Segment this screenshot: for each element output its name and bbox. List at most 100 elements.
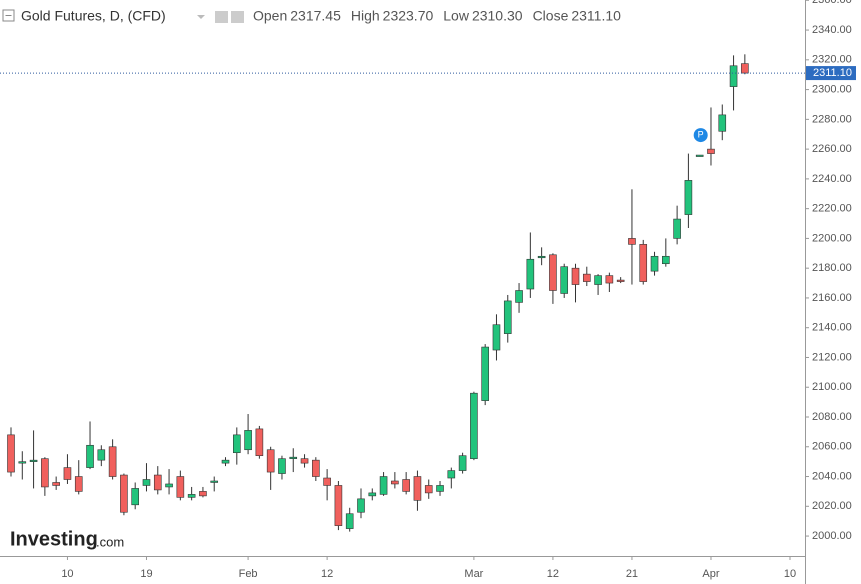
candle-body [492,324,501,351]
candle-body [368,492,377,497]
candle-body [255,428,264,456]
watermark-suffix: .com [96,534,124,549]
x-tick-label: 10 [784,568,796,580]
y-tick-label: 2360.00 [812,0,852,6]
ohlc-value: 2317.45 [290,8,341,24]
x-tick-label: 19 [140,568,152,580]
y-tick-label: 2320.00 [812,54,852,66]
candle-body [165,483,173,488]
dropdown-icon[interactable] [197,15,205,19]
candle-body [233,434,241,454]
ohlc-value: 2310.30 [472,8,523,24]
candle-body [741,63,749,74]
candle-body [345,513,354,529]
candle-body [221,459,230,464]
candle-body [29,459,38,462]
candle-body [549,254,557,291]
candle-body [582,273,591,282]
candle-body [447,470,456,479]
candle-body [108,446,117,477]
candle-body [97,449,106,461]
ohlc-value: 2323.70 [383,8,434,24]
y-tick-label: 2160.00 [812,292,852,304]
candle-body [605,275,614,284]
ohlc-label: High [351,8,380,24]
x-tick-label: 12 [321,568,333,580]
event-marker [693,128,708,143]
y-tick-label: 2140.00 [812,322,852,334]
candle-body [52,482,60,486]
candle-body [684,180,693,215]
watermark: Investing [10,528,98,550]
candle-body [616,279,625,282]
ohlc-header: Open 2317.45 High 2323.70 Low 2310.30 Close 231… [253,8,621,24]
candle-body [639,244,648,282]
y-tick-label: 2180.00 [812,262,852,274]
ohlc-value: 2311.10 [571,8,621,24]
candle-body [413,476,422,501]
candle-body [503,300,512,334]
candle-body [187,494,196,498]
candle-body [323,477,331,486]
candle-body [86,444,94,468]
candle-body [312,459,320,477]
candle-body [424,485,433,494]
candle-body [120,474,128,513]
x-tick-label: 10 [61,568,73,580]
candle-body [458,455,467,471]
candle-body [729,65,738,87]
candle-body [673,218,681,239]
candle-body [402,479,410,492]
candle-body [391,480,399,485]
chart-title: Gold Futures, D, (CFD) [21,8,166,24]
y-tick-label: 2340.00 [812,24,852,36]
plot [7,54,749,532]
last-price-label: 2311.10 [813,67,852,79]
y-tick-label: 2120.00 [812,351,852,363]
settings-icon[interactable] [215,11,228,23]
candle-body [594,275,602,285]
candle-body [707,148,715,154]
candle-body [142,479,151,486]
x-tick-label: Mar [464,568,483,580]
candle-body [695,154,704,157]
x-tick-label: 21 [626,568,638,580]
candle-body [526,258,535,290]
candle-body [18,461,27,464]
y-tick-label: 2060.00 [812,441,852,453]
collapse-icon[interactable] [2,9,15,22]
y-tick-label: 2100.00 [812,381,852,393]
candle-body [537,255,546,259]
candle-body [199,491,207,497]
settings-icon[interactable] [231,11,244,23]
candle-body [244,430,252,451]
candle-body [7,434,15,473]
y-tick-label: 2020.00 [812,500,852,512]
candle-body [153,474,162,491]
candle-body [379,476,388,495]
y-tick-label: 2260.00 [812,143,852,155]
y-tick-label: 2240.00 [812,173,852,185]
candle-body [470,392,478,459]
y-tick-label: 2040.00 [812,470,852,482]
candle-body [210,480,219,483]
candle-body [278,458,286,474]
candle-body [560,266,569,294]
y-tick-label: 2300.00 [812,83,852,95]
candle-body [74,476,83,492]
x-tick-label: Apr [702,568,719,580]
candle-body [628,238,636,245]
candle-body [334,485,343,526]
candle-body [515,290,523,303]
ohlc-label: Low [443,8,470,24]
candle-body [266,449,275,473]
candle-body [289,456,298,459]
y-tick-label: 2280.00 [812,113,852,125]
y-tick-label: 2220.00 [812,203,852,215]
candle-body [300,458,309,464]
x-tick-label: 12 [547,568,559,580]
candle-body [131,488,139,506]
candle-body [662,255,670,265]
